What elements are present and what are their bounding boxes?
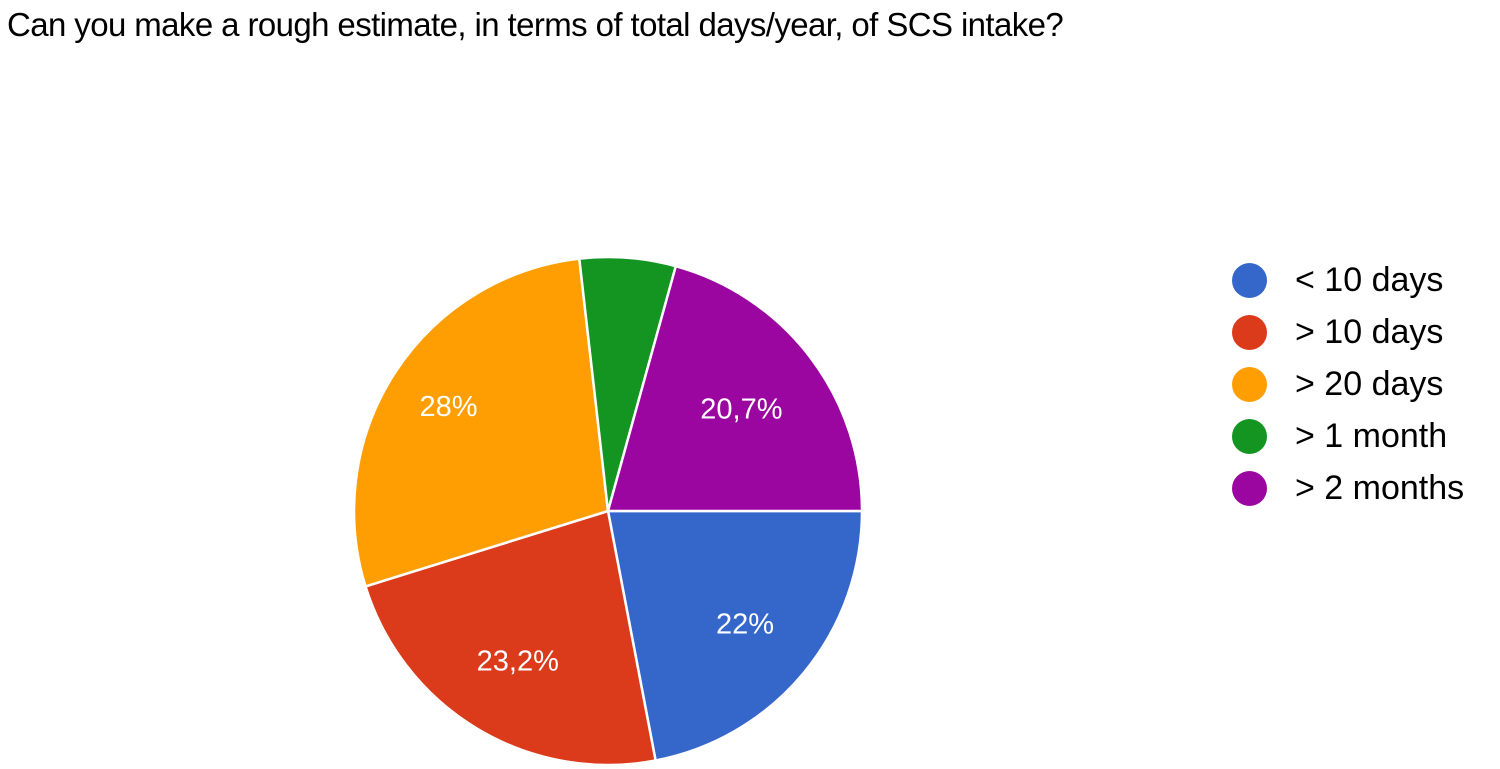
pie-slice-gt-20-days <box>352 257 610 588</box>
pie-slice-label-gt-2-months: 20,7% <box>700 394 782 426</box>
legend-label: > 20 days <box>1295 364 1444 403</box>
legend-item-gt-2-months: > 2 months <box>1232 462 1464 514</box>
legend-item-lt-10-days: < 10 days <box>1232 254 1464 306</box>
legend-color-dot-icon <box>1232 314 1267 350</box>
legend-label: > 1 month <box>1295 416 1448 455</box>
legend-item-gt-10-days: > 10 days <box>1232 306 1464 358</box>
pie-slice-label-gt-20-days: 28% <box>419 391 477 423</box>
pie-slice-lt-10-days <box>606 509 864 762</box>
chart-title: Can you make a rough estimate, in terms … <box>7 6 1064 43</box>
legend-item-gt-1-month: > 1 month <box>1232 410 1464 462</box>
legend-label: < 10 days <box>1295 260 1444 299</box>
pie-slice-label-gt-10-days: 23,2% <box>477 645 559 677</box>
legend-color-dot-icon <box>1232 366 1267 402</box>
pie-slice-gt-10-days <box>364 509 657 767</box>
legend-item-gt-20-days: > 20 days <box>1232 358 1464 410</box>
pie-slice-label-lt-10-days: 22% <box>716 608 774 640</box>
chart-legend: < 10 days > 10 days > 20 days > 1 month > 2 … <box>1232 254 1464 514</box>
legend-label: > 10 days <box>1295 312 1444 351</box>
pie-slice-gt-2-months <box>606 264 864 513</box>
legend-color-dot-icon <box>1232 418 1267 454</box>
legend-color-dot-icon <box>1232 470 1267 506</box>
legend-color-dot-icon <box>1232 262 1267 298</box>
legend-label: > 2 months <box>1295 468 1465 507</box>
